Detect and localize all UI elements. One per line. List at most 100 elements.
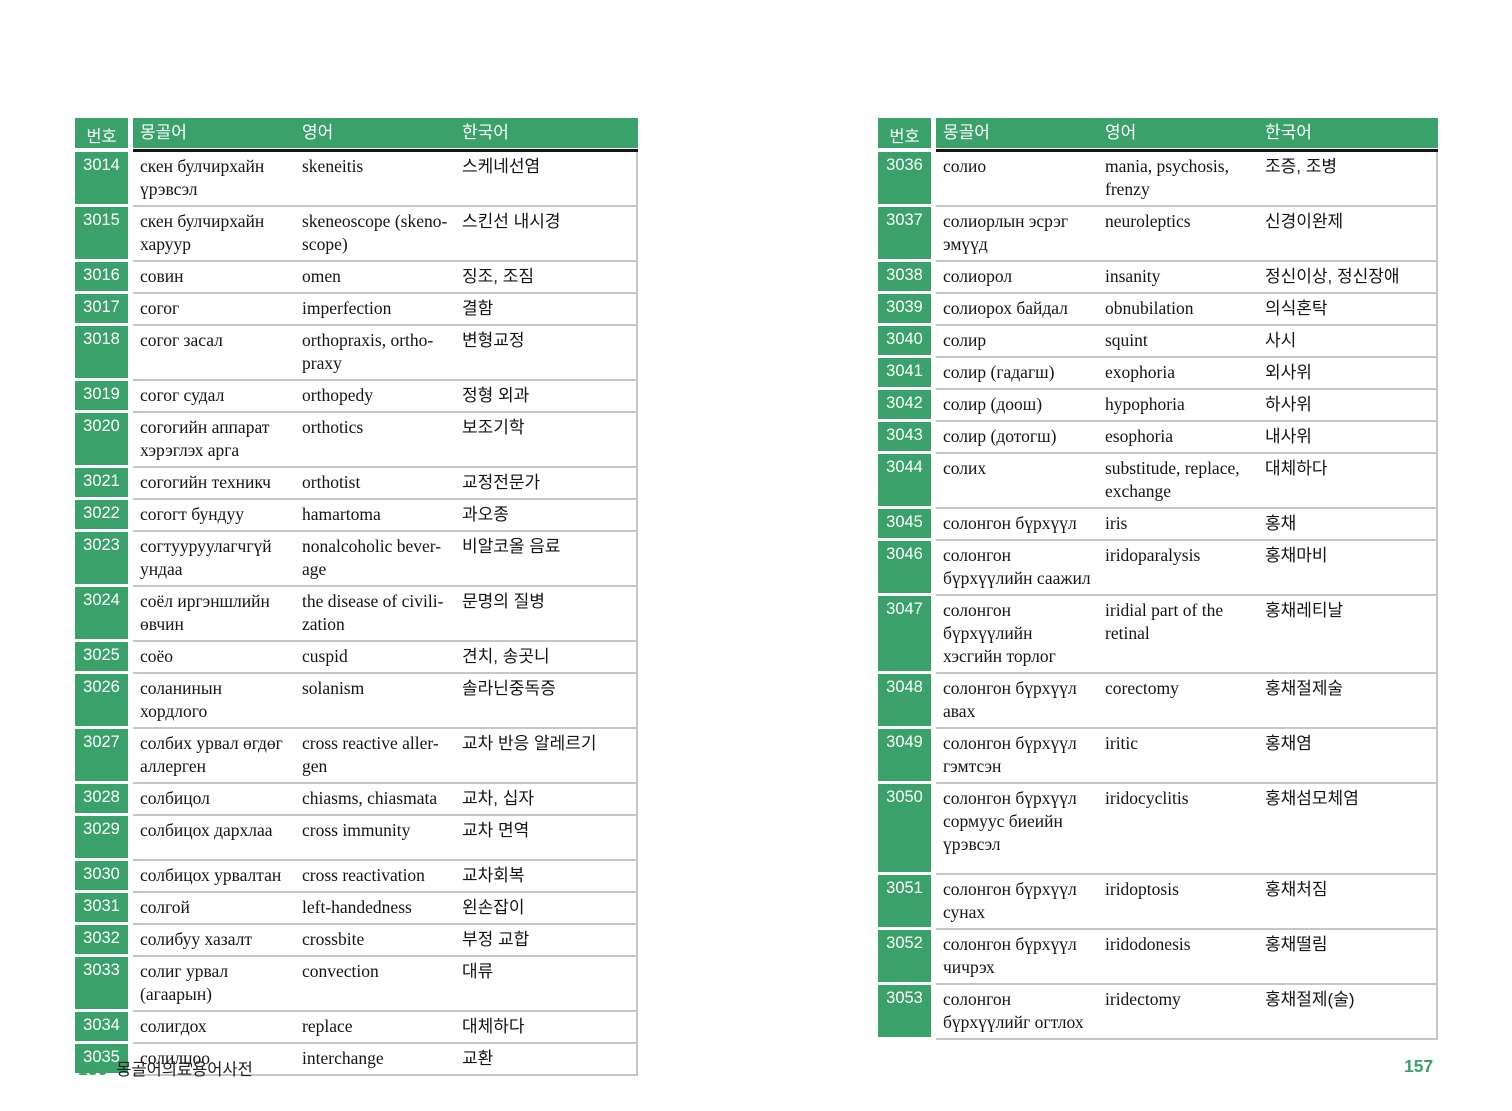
korean-term: 교차 면역	[462, 821, 530, 840]
table-row: 3044 солих substitude, replace, exchange 대체…	[878, 454, 1438, 509]
korean-term: 비알코올 음료	[462, 537, 561, 556]
mongolian-term: солир (гадагш)	[943, 362, 1055, 382]
english-term: hamartoma	[302, 504, 381, 524]
table-row: 3023 согтууруулагчгүй ундаа nonalcoholic b…	[75, 532, 638, 587]
korean-term: 대체하다	[462, 1017, 525, 1036]
english-term: solanism	[302, 678, 365, 698]
korean-term: 조증, 조병	[1265, 157, 1338, 176]
column-header-no: 번호	[878, 118, 931, 148]
entry-number-cell: 3042	[878, 390, 931, 419]
footer-book-title: 몽골어의료용어사전	[116, 1061, 253, 1079]
english-term: exophoria	[1105, 362, 1175, 382]
table-row: 3015 скен булчирхайн харуур skeneoscope (s…	[75, 207, 638, 262]
mongolian-term: соёо	[140, 646, 174, 666]
table-row: 3016 совин omen 징조, 조짐	[75, 262, 638, 294]
english-term: convection	[302, 961, 379, 981]
table-row: 3051 солонгон бүрхүүл сунах iridoptosis 홍채처…	[878, 875, 1438, 930]
korean-term: 왼손잡이	[462, 898, 525, 917]
english-term: obnubilation	[1105, 298, 1194, 318]
entry-number-cell: 3038	[878, 262, 931, 291]
korean-term: 홍채염	[1265, 734, 1312, 753]
mongolian-term: согог	[140, 298, 180, 318]
table-row: 3019 согог судал orthopedy 정형 외과	[75, 381, 638, 413]
entry-number-cell: 3040	[878, 326, 931, 355]
header-underline	[75, 149, 638, 152]
korean-term: 홍채처짐	[1265, 880, 1328, 899]
korean-term: 변형교정	[462, 331, 525, 350]
english-term: iridial part of the retinal	[1105, 600, 1224, 643]
mongolian-term: солиорох байдал	[943, 298, 1068, 318]
entry-number-cell: 3033	[75, 957, 128, 1009]
entry-number-cell: 3019	[75, 381, 128, 410]
footer-page-number: 156	[78, 1059, 108, 1079]
table-row: 3030 солбицох урвалтан cross reactivation 교…	[75, 861, 638, 893]
entry-number-cell: 3027	[75, 729, 128, 781]
mongolian-term: солонгон бүрхүүл	[943, 513, 1077, 533]
english-term: squint	[1105, 330, 1148, 350]
mongolian-term: соланинын хордлого	[140, 678, 223, 721]
english-term: iridoptosis	[1105, 879, 1179, 899]
korean-term: 보조기학	[462, 418, 525, 437]
table-row: 3047 солонгон бүрхүүлийн хэсгийн торлог ir…	[878, 596, 1438, 674]
mongolian-term: согогт бундуу	[140, 504, 244, 524]
entry-number-cell: 3024	[75, 587, 128, 639]
entry-number-cell: 3053	[878, 985, 931, 1037]
english-term: mania, psychosis, frenzy	[1105, 156, 1229, 199]
english-term: hypophoria	[1105, 394, 1185, 414]
english-term: crossbite	[302, 929, 365, 949]
mongolian-term: солигдох	[140, 1016, 207, 1036]
column-header-no: 번호	[75, 118, 128, 148]
entry-number-cell: 3044	[878, 454, 931, 506]
english-term: interchange	[302, 1048, 384, 1068]
entry-number-cell: 3030	[75, 861, 128, 890]
english-term: iridoparalysis	[1105, 545, 1201, 565]
english-term: esophoria	[1105, 426, 1174, 446]
mongolian-term: солир (дотогш)	[943, 426, 1057, 446]
english-term: iridectomy	[1105, 989, 1181, 1009]
mongolian-term: солбицол	[140, 788, 210, 808]
table-row: 3038 солиорол insanity 정신이상, 정신장애	[878, 262, 1438, 294]
mongolian-term: солонгон бүрхүүлийн саажил	[943, 545, 1091, 588]
mongolian-term: согтууруулагчгүй ундаа	[140, 536, 272, 579]
english-term: skeneoscope (skeno-scope)	[302, 211, 448, 254]
entry-number-cell: 3036	[878, 152, 931, 204]
mongolian-term: солбицох дархлаа	[140, 820, 273, 840]
dictionary-table-left: 번호 몽골어 영어 한국어 3014 скен булчирхайн үрэвсэл ske…	[75, 118, 638, 1076]
table-row: 3033 солиг урвал (агаарын) convection 대류	[75, 957, 638, 1012]
entry-number-cell: 3041	[878, 358, 931, 387]
table-row: 3045 солонгон бүрхүүл iris 홍채	[878, 509, 1438, 541]
table-row: 3031 солгой left-handedness 왼손잡이	[75, 893, 638, 925]
mongolian-term: солиорлын эсрэг эмүүд	[943, 211, 1069, 254]
korean-term: 홍채마비	[1265, 546, 1328, 565]
table-row: 3032 солибуу хазалт crossbite 부정 교합	[75, 925, 638, 957]
table-row: 3034 солигдох replace 대체하다	[75, 1012, 638, 1044]
english-term: chiasms, chiasmata	[302, 788, 438, 808]
entry-number-cell: 3046	[878, 541, 931, 593]
english-term: iridodonesis	[1105, 934, 1191, 954]
table-row: 3036 солио mania, psychosis, frenzy 조증, 조병	[878, 152, 1438, 207]
english-term: neuroleptics	[1105, 211, 1191, 231]
mongolian-term: согог засал	[140, 330, 223, 350]
entry-number-cell: 3016	[75, 262, 128, 291]
mongolian-term: согог судал	[140, 385, 225, 405]
korean-term: 외사위	[1265, 363, 1312, 382]
table-row: 3050 солонгон бүрхүүл сормуус биеийн үрэв…	[878, 784, 1438, 875]
table-row: 3037 солиорлын эсрэг эмүүд neuroleptics 신경이…	[878, 207, 1438, 262]
table-row: 3048 солонгон бүрхүүл авах corectomy 홍채절제술	[878, 674, 1438, 729]
column-header-english: 영어	[302, 123, 334, 142]
english-term: iris	[1105, 513, 1128, 533]
english-term: replace	[302, 1016, 353, 1036]
column-header-english: 영어	[1105, 123, 1137, 142]
table-row: 3041 солир (гадагш) exophoria 외사위	[878, 358, 1438, 390]
korean-term: 견치, 송곳니	[462, 647, 550, 666]
entry-number-cell: 3017	[75, 294, 128, 323]
korean-term: 결함	[462, 299, 494, 318]
table-row: 3039 солиорох байдал obnubilation 의식혼탁	[878, 294, 1438, 326]
korean-term: 신경이완제	[1265, 212, 1344, 231]
korean-term: 사시	[1265, 331, 1297, 350]
korean-term: 하사위	[1265, 395, 1312, 414]
entry-number-cell: 3039	[878, 294, 931, 323]
english-term: iritic	[1105, 733, 1139, 753]
entry-number-cell: 3021	[75, 468, 128, 497]
entry-number-cell: 3037	[878, 207, 931, 259]
